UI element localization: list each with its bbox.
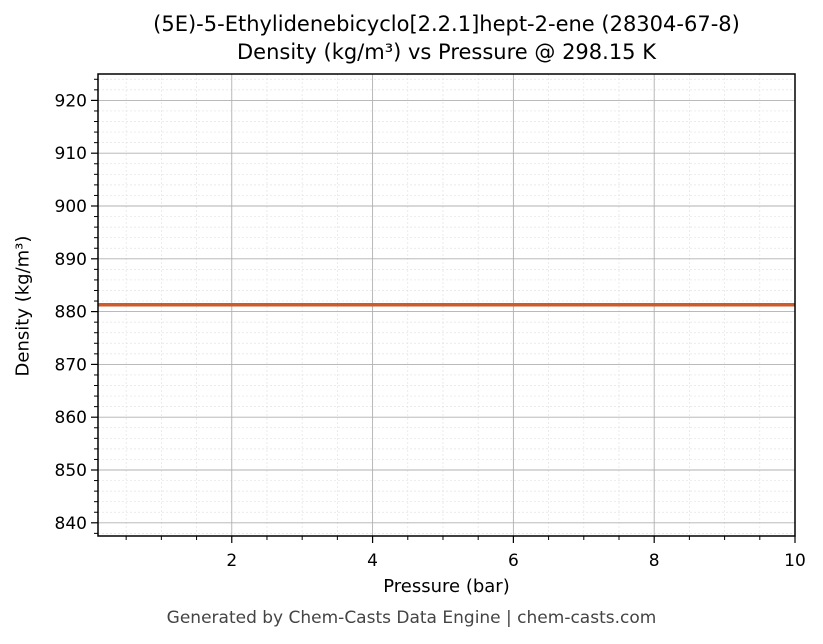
y-tick-label: 920 xyxy=(55,91,87,111)
axis-tick-labels: 2 4 6 8 10 840 850 860 870 880 890 900 910 920 xyxy=(55,91,806,571)
y-tick-label: 850 xyxy=(55,461,87,481)
y-tick-label: 870 xyxy=(55,355,87,375)
footer-credit: Generated by Chem-Casts Data Engine | ch… xyxy=(166,608,657,628)
plot-frame xyxy=(97,73,796,537)
y-tick-label: 880 xyxy=(55,303,87,323)
chart-title: (5E)-5-Ethylidenebicyclo[2.2.1]hept-2-en… xyxy=(153,12,740,36)
y-axis-label: Density (kg/m³) xyxy=(12,235,34,377)
x-axis-label: Pressure (bar) xyxy=(383,576,510,597)
x-tick-label: 10 xyxy=(784,551,806,571)
y-tick-label: 890 xyxy=(55,250,87,270)
minor-grid xyxy=(98,74,795,536)
axis-ticks xyxy=(91,78,796,543)
y-tick-label: 840 xyxy=(55,514,87,534)
chart-subtitle: Density (kg/m³) vs Pressure @ 298.15 K xyxy=(236,40,656,64)
x-tick-label: 2 xyxy=(226,551,237,571)
y-tick-label: 910 xyxy=(55,144,87,164)
x-tick-label: 6 xyxy=(508,551,519,571)
y-tick-label: 860 xyxy=(55,408,87,428)
x-tick-label: 4 xyxy=(367,551,378,571)
y-tick-label: 900 xyxy=(55,197,87,217)
x-tick-label: 8 xyxy=(649,551,660,571)
